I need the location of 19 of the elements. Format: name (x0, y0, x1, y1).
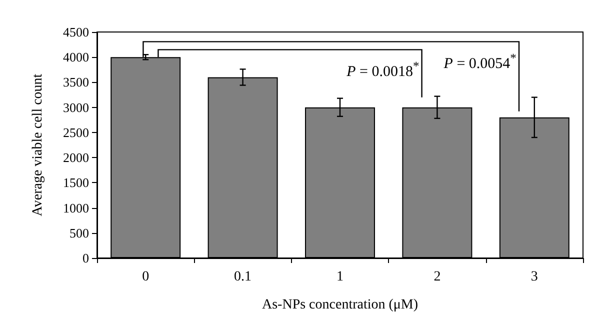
y-tick-label: 3500 (63, 74, 89, 90)
y-tick-label: 2500 (63, 124, 89, 140)
y-axis-title: Average viable cell count (30, 74, 46, 216)
y-tick-label: 4500 (63, 24, 89, 40)
y-tick-label: 1000 (63, 200, 89, 216)
annotation: P = 0.0018$^{*}$ (346, 59, 420, 80)
y-tick-label: 0 (82, 250, 89, 266)
y-tick-label: 3000 (63, 100, 89, 115)
y-tick-label: 1500 (63, 175, 89, 190)
annotation: P = 0.0054$^{*}$ (444, 51, 516, 72)
x-tick-label: 0 (142, 270, 150, 284)
x-axis-title: As-NPs concentration (μM) (262, 298, 418, 312)
x-tick-label: 3 (530, 270, 538, 284)
y-tick-label: 2000 (63, 150, 89, 166)
x-tick-label: 1 (336, 270, 344, 284)
x-tick-label: 0.1 (234, 270, 252, 284)
y-tick-label: 4000 (63, 50, 89, 65)
y-tick-label: 500 (70, 225, 89, 240)
x-tick-label: 2 (434, 270, 441, 284)
